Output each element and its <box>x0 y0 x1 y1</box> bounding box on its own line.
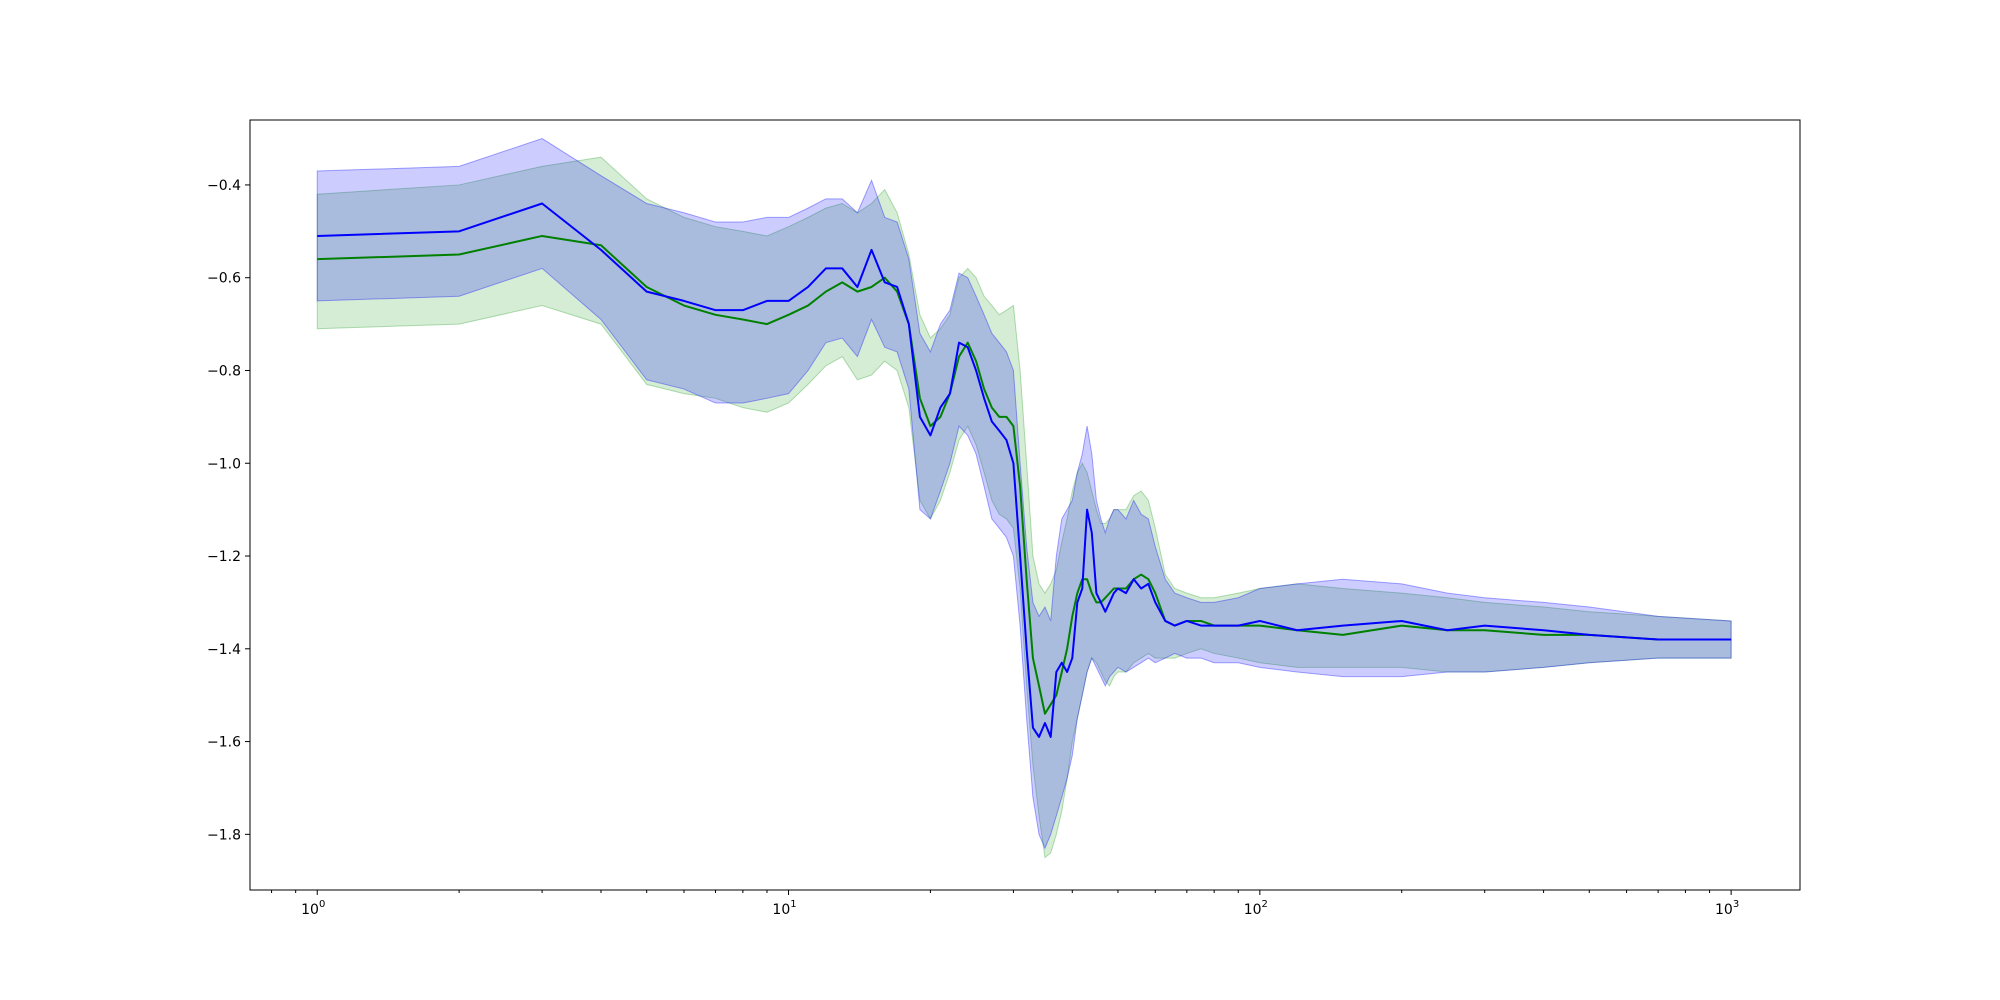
x-tick-label: 101 <box>772 899 796 918</box>
axes: −0.4 −0.6 −0.8 −1.0 −1.2 −1.4 −1.6 −1.8 100 101 10… <box>207 178 1739 918</box>
x-tick-label: 100 <box>301 899 325 918</box>
y-tick-label: −1.4 <box>207 642 241 658</box>
x-tick-label: 103 <box>1715 899 1739 918</box>
axes-frame <box>249 119 1801 891</box>
y-tick-label: −0.6 <box>207 271 241 287</box>
y-tick-label: −0.8 <box>207 363 241 379</box>
series-1-band <box>316 156 1732 859</box>
series-1-line <box>317 234 1732 715</box>
y-tick-label: −1.6 <box>207 735 241 751</box>
y-tick-label: −1.2 <box>207 549 241 565</box>
plot-area <box>316 138 1732 859</box>
series-2-band <box>316 138 1732 850</box>
y-tick-label: −1.8 <box>207 827 241 843</box>
x-tick-label: 102 <box>1244 899 1268 918</box>
series-2-line <box>317 202 1732 738</box>
y-tick-label: −1.0 <box>207 456 241 472</box>
y-tick-label: −0.4 <box>207 178 241 194</box>
